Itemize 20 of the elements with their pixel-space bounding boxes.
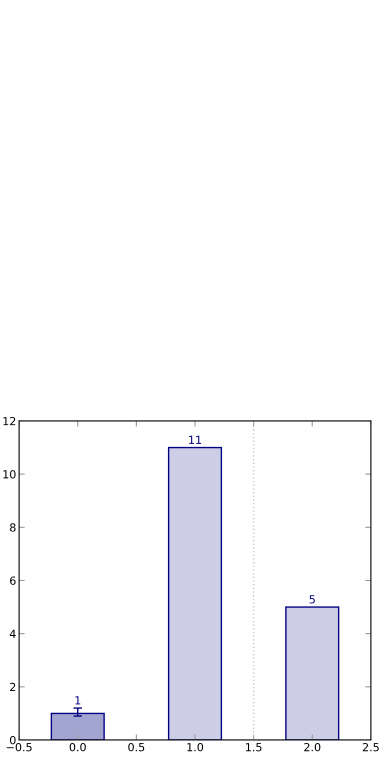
y-tick-label: 4 (10, 630, 16, 638)
y-tick-label: 10 (3, 470, 16, 479)
x-tick-label: −0.5 (6, 742, 32, 752)
data-label: 11 (189, 436, 202, 444)
y-tick-label: 2 (10, 682, 16, 692)
bar (285, 606, 340, 740)
y-tick-label: 12 (3, 416, 16, 426)
x-tick-label: 2.0 (304, 742, 320, 752)
bar (50, 712, 105, 740)
bar (168, 446, 222, 740)
x-tick-label: 0.5 (128, 742, 144, 752)
data-label: 1 (75, 696, 80, 704)
y-tick-label: 6 (10, 576, 16, 585)
x-tick-label: 2.5 (362, 742, 379, 752)
y-tick-label: 8 (10, 523, 16, 532)
x-tick-label: 0.0 (70, 742, 86, 752)
x-tick-label: 1.5 (246, 743, 262, 752)
x-tick-label: 1.0 (187, 742, 204, 752)
data-label: 5 (310, 595, 315, 604)
y-tick-label: 0 (10, 736, 16, 744)
